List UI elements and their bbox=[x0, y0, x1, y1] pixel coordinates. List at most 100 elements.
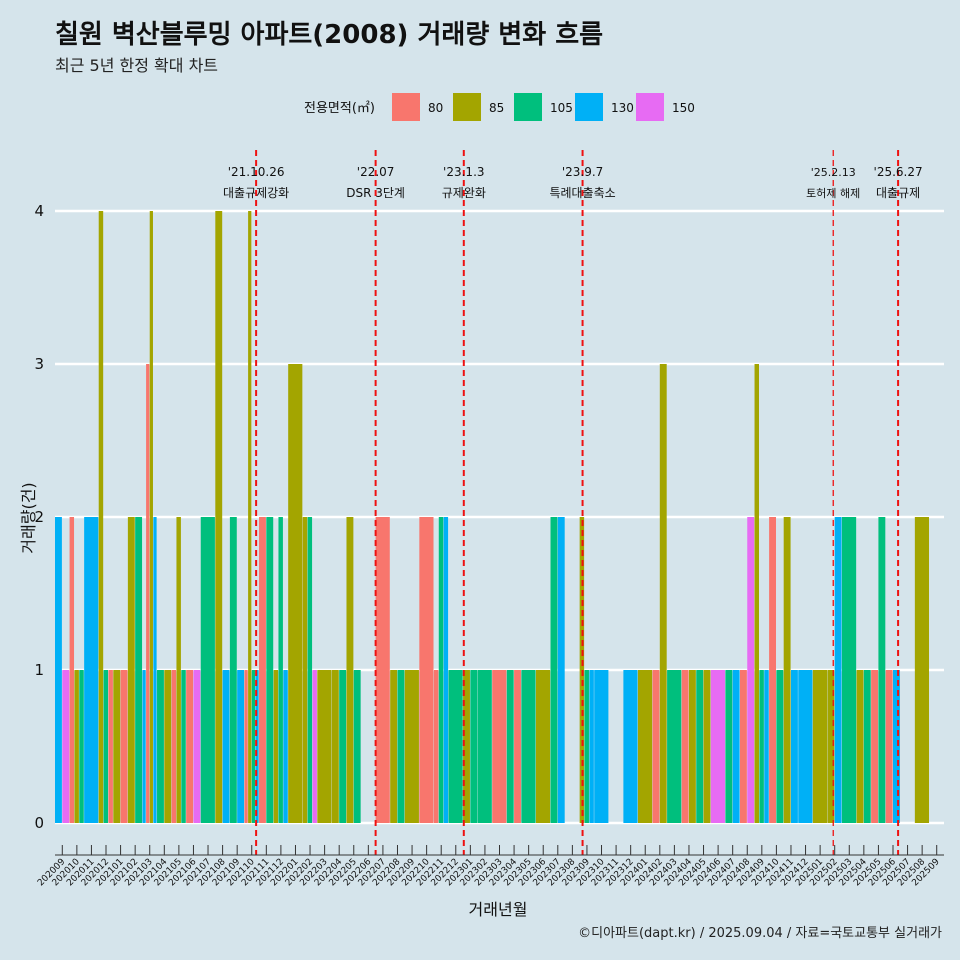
bar-202106-80 bbox=[186, 670, 194, 823]
event-label-2: 규제완화 bbox=[442, 186, 486, 200]
bar-202104-85 bbox=[164, 670, 172, 823]
bar-202103-130 bbox=[142, 670, 146, 823]
bar-202505-80 bbox=[871, 670, 879, 823]
bar-202408-80 bbox=[739, 670, 747, 823]
bar-202502-85 bbox=[827, 670, 835, 823]
bar-202307-130 bbox=[557, 517, 565, 823]
source-caption: ©디아파트(dapt.kr) / 2025.09.04 / 자료=국토교통부 실… bbox=[578, 926, 942, 941]
y-tick-label-3: 3 bbox=[34, 355, 44, 373]
bar-202201-85 bbox=[288, 364, 303, 823]
legend-title: 전용면적(㎡) bbox=[304, 101, 375, 116]
event-label-1: DSR 3단계 bbox=[346, 186, 405, 200]
bar-202409-130 bbox=[764, 670, 769, 823]
bar-202101-85 bbox=[113, 670, 121, 823]
bar-202109-130 bbox=[237, 670, 245, 823]
bar-202411-130 bbox=[790, 670, 798, 823]
bar-202506-130 bbox=[892, 670, 900, 823]
event-date-0: '21.10.26 bbox=[228, 165, 285, 179]
bar-202110-80 bbox=[244, 670, 248, 823]
bar-202409-85 bbox=[754, 364, 759, 823]
bar-202205-85 bbox=[346, 517, 354, 823]
bar-202102-85 bbox=[127, 517, 135, 823]
bar-202405-85 bbox=[703, 670, 711, 823]
bar-202009-150 bbox=[62, 670, 70, 823]
legend-swatch-150 bbox=[636, 93, 664, 121]
bar-202305-105 bbox=[521, 670, 536, 823]
bar-202402-85 bbox=[659, 364, 667, 823]
event-label-3: 특례대출축소 bbox=[549, 186, 615, 200]
bar-202301-85 bbox=[463, 670, 470, 823]
event-label-4: 토허제 해제 bbox=[806, 186, 860, 200]
bar-202407-105 bbox=[725, 670, 733, 823]
bar-202410-80 bbox=[769, 517, 776, 823]
bar-202208-85 bbox=[390, 670, 398, 823]
bar-202107-105 bbox=[200, 517, 215, 823]
bar-202205-105 bbox=[353, 670, 361, 823]
chart-subtitle: 최근 5년 한정 확대 차트 bbox=[55, 56, 219, 75]
bar-202212-105 bbox=[448, 670, 463, 823]
bar-202406-150 bbox=[710, 670, 725, 823]
bar-202409-105 bbox=[759, 670, 764, 823]
bar-202106-150 bbox=[193, 670, 201, 823]
bar-202012-80 bbox=[108, 670, 113, 823]
bar-202010-85 bbox=[74, 670, 79, 823]
event-date-2: '23.1.3 bbox=[443, 165, 484, 179]
bar-202407-130 bbox=[732, 670, 740, 823]
bar-202108-130 bbox=[222, 670, 230, 823]
event-date-3: '23.9.7 bbox=[562, 165, 603, 179]
bar-202110-85 bbox=[248, 211, 252, 823]
bar-202502-130 bbox=[834, 517, 842, 823]
bar-202312-130 bbox=[623, 670, 638, 823]
bar-202010-105 bbox=[79, 670, 84, 823]
legend: 전용면적(㎡) 80 85 105 130 150 bbox=[304, 93, 695, 121]
bar-202103-80 bbox=[146, 364, 150, 823]
bar-202111-80 bbox=[259, 517, 266, 823]
event-date-1: '22.07 bbox=[357, 165, 395, 179]
legend-label-130: 130 bbox=[611, 101, 634, 115]
bar-202211-130 bbox=[443, 517, 449, 823]
bar-202403-105 bbox=[667, 670, 682, 823]
bar-202012-105 bbox=[103, 670, 109, 823]
event-date-4: '25.2.13 bbox=[811, 166, 856, 179]
bar-202110-130 bbox=[255, 670, 259, 823]
bar-202503-105 bbox=[841, 517, 857, 823]
bar-202202-150 bbox=[312, 670, 317, 823]
bars bbox=[55, 211, 930, 823]
bar-202102-105 bbox=[135, 517, 143, 823]
bar-202401-85 bbox=[637, 670, 653, 823]
bar-202103-85 bbox=[149, 211, 153, 823]
event-label-5: 대출규제 bbox=[876, 186, 920, 200]
bar-202101-80 bbox=[120, 670, 128, 823]
legend-swatch-85 bbox=[453, 93, 481, 121]
bar-202012-85 bbox=[98, 211, 104, 823]
bar-202112-130 bbox=[283, 670, 288, 823]
y-tick-label-2: 2 bbox=[34, 508, 44, 526]
bar-202412-130 bbox=[798, 670, 813, 823]
bar-202303-80 bbox=[492, 670, 507, 823]
bar-202104-105 bbox=[157, 670, 164, 823]
x-axis-title: 거래년월 bbox=[469, 900, 528, 919]
bar-202508-85 bbox=[914, 517, 930, 823]
bar-202504-105 bbox=[863, 670, 871, 823]
bar-202112-105 bbox=[278, 517, 283, 823]
bar-202209-85 bbox=[404, 670, 419, 823]
bar-202505-105 bbox=[878, 517, 886, 823]
y-tick-label-1: 1 bbox=[34, 661, 44, 679]
bar-202111-105 bbox=[266, 517, 274, 823]
bar-202202-85 bbox=[302, 517, 308, 823]
bar-202307-105 bbox=[550, 517, 558, 823]
bar-202103-130 bbox=[153, 517, 157, 823]
bar-202211-80 bbox=[433, 670, 439, 823]
legend-label-85: 85 bbox=[489, 101, 504, 115]
bar-202309-105 bbox=[584, 670, 589, 823]
bar-202408-150 bbox=[747, 517, 755, 823]
bar-202210-80 bbox=[419, 517, 434, 823]
bar-202301-105 bbox=[470, 670, 478, 823]
bar-202304-105 bbox=[506, 670, 514, 823]
bar-202506-80 bbox=[885, 670, 893, 823]
bar-202404-80 bbox=[681, 670, 689, 823]
bar-202011-130 bbox=[84, 517, 99, 823]
bar-202306-85 bbox=[535, 670, 551, 823]
